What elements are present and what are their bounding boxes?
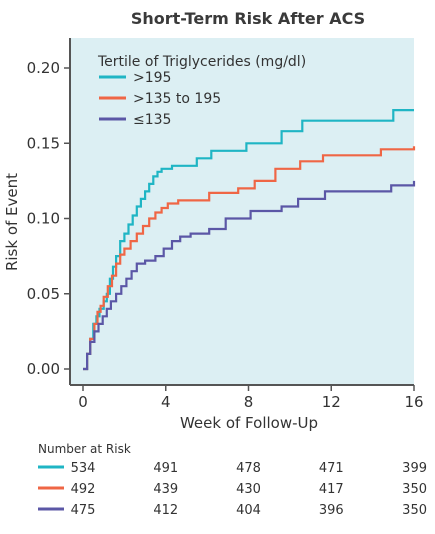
risk-count: 350	[402, 503, 427, 518]
risk-count: 478	[236, 461, 261, 476]
legend: Tertile of Triglycerides (mg/dl) >195 >13…	[97, 54, 306, 128]
risk-count: 396	[319, 503, 344, 518]
risk-count: 491	[153, 461, 178, 476]
risk-count: 412	[153, 503, 178, 518]
legend-title: Tertile of Triglycerides (mg/dl)	[97, 54, 306, 70]
x-tick-label: 0	[78, 393, 88, 411]
legend-label: ≤135	[133, 112, 171, 128]
risk-count: 534	[71, 461, 96, 476]
series-layer	[83, 109, 416, 371]
y-tick-label: 0.10	[27, 210, 60, 228]
number-at-risk-table: Number at Risk 534 491 478 471 399 492 439 430 4…	[38, 442, 427, 518]
y-tick-label: 0.05	[27, 285, 60, 303]
risk-count: 439	[153, 482, 178, 497]
series-line-2	[83, 146, 416, 371]
legend-label: >195	[133, 70, 171, 86]
y-tick-label: 0.00	[27, 360, 60, 378]
risk-count: 350	[402, 482, 427, 497]
risk-count: 471	[319, 461, 344, 476]
risk-count: 475	[71, 503, 96, 518]
legend-label: >135 to 195	[133, 91, 221, 107]
y-tick-label: 0.20	[27, 59, 60, 77]
x-tick-label: 8	[244, 393, 254, 411]
y-axis-title: Risk of Event	[3, 173, 21, 271]
y-tick-label: 0.15	[27, 134, 60, 152]
axes-layer: 0.00 0.05 0.10 0.15 0.20 0 4 8 12 16	[27, 38, 424, 411]
chart-title: Short-Term Risk After ACS	[131, 9, 365, 28]
risk-count: 399	[402, 461, 427, 476]
x-tick-label: 4	[161, 393, 171, 411]
risk-table-title: Number at Risk	[38, 442, 131, 456]
plot-area	[70, 38, 414, 385]
x-axis-title: Week of Follow-Up	[180, 414, 318, 432]
risk-count: 430	[236, 482, 261, 497]
series-line-3	[83, 180, 416, 371]
risk-count: 417	[319, 482, 344, 497]
x-tick-label: 12	[322, 393, 341, 411]
x-tick-label: 16	[404, 393, 423, 411]
risk-count: 404	[236, 503, 261, 518]
risk-count: 492	[71, 482, 96, 497]
